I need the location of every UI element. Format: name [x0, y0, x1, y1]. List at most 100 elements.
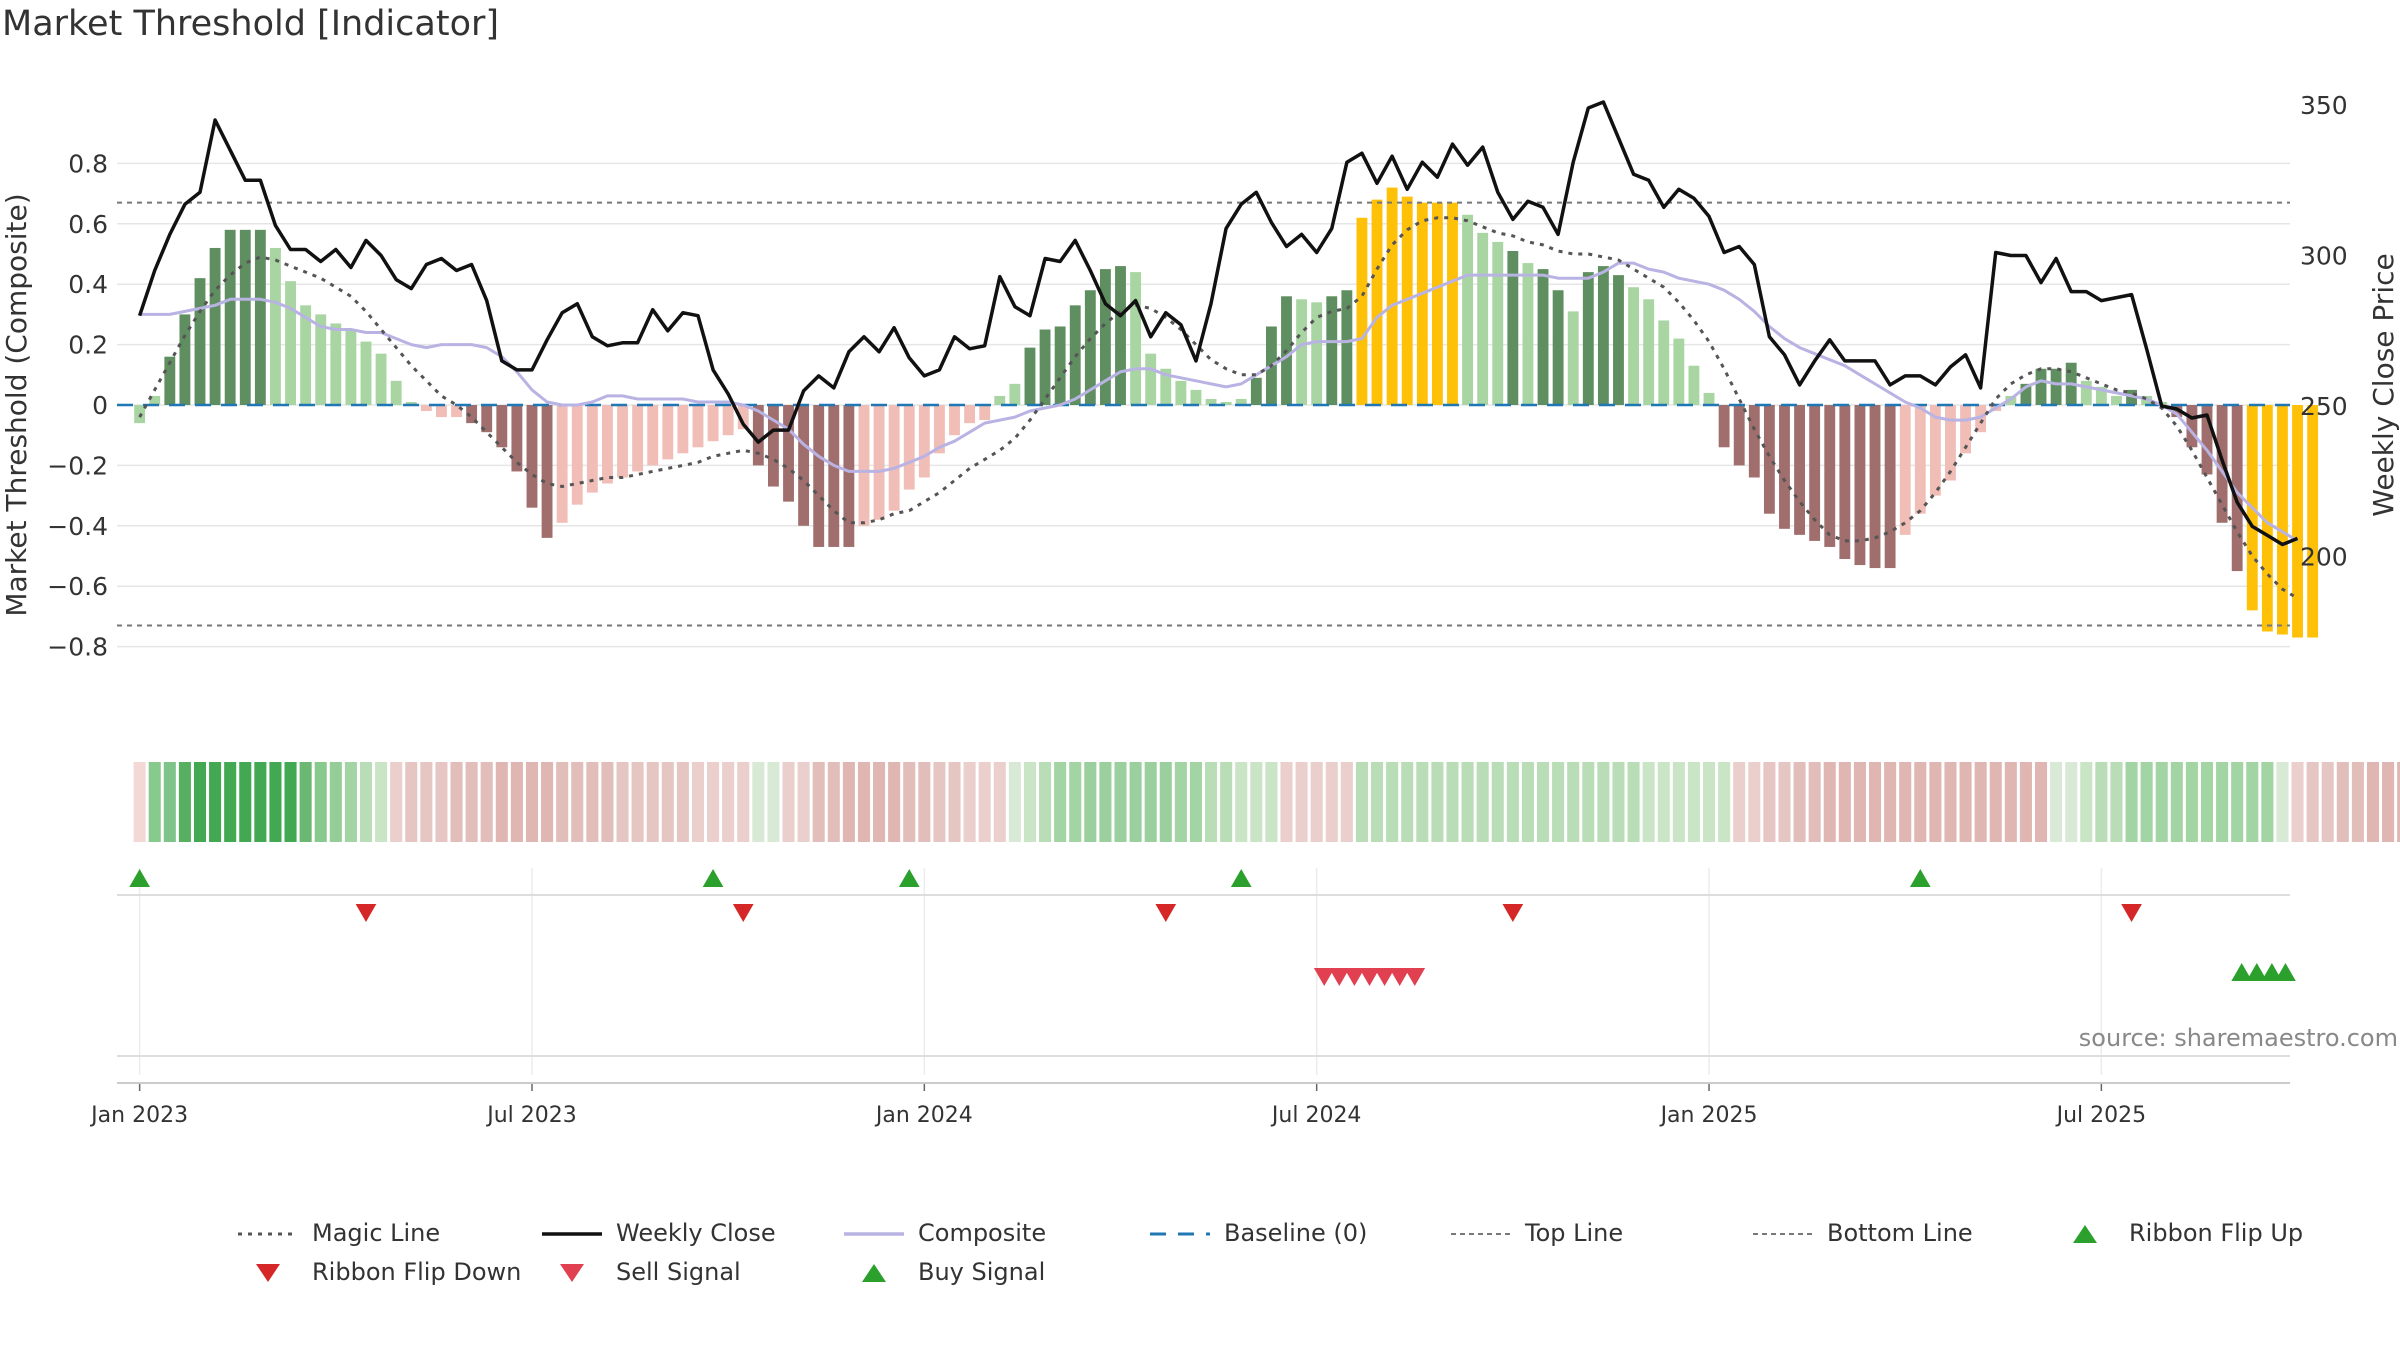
legend-symbol — [238, 1232, 298, 1236]
composite-bar — [1613, 275, 1624, 405]
ribbon-flip-up-marker — [702, 869, 724, 887]
ribbon-cell — [571, 762, 584, 842]
ribbon-cell — [465, 762, 478, 842]
ribbon-cell — [1718, 762, 1731, 842]
y-tick-label: −0.2 — [47, 451, 108, 480]
ribbon-cell — [541, 762, 554, 842]
composite-bar — [1416, 202, 1428, 405]
ribbon-cell — [1280, 762, 1293, 842]
sell-signal-marker — [1328, 968, 1350, 986]
ribbon-cell — [239, 762, 252, 842]
ribbon-cell — [767, 762, 780, 842]
ribbon-cell — [314, 762, 327, 842]
ribbon-cell — [993, 762, 1006, 842]
ribbon-cell — [842, 762, 855, 842]
ribbon-cell — [1235, 762, 1248, 842]
composite-bar — [481, 405, 493, 433]
composite-bar — [345, 329, 357, 405]
ribbon-cell — [163, 762, 176, 842]
ribbon-cell — [329, 762, 342, 842]
composite-bar — [1024, 347, 1036, 405]
ribbon-cell — [1672, 762, 1685, 842]
ribbon-flip-down-marker — [355, 904, 377, 922]
legend-item: Magic Line — [238, 1219, 440, 1247]
composite-bar — [526, 405, 538, 508]
composite-bar — [315, 314, 327, 405]
composite-bar — [1447, 202, 1458, 405]
legend-symbol — [862, 1264, 886, 1282]
composite-bar — [1869, 405, 1881, 569]
composite-bar — [2201, 405, 2213, 475]
composite-bar — [1914, 405, 1926, 514]
ribbon-cell — [1250, 762, 1263, 842]
ribbon-cell — [782, 762, 795, 842]
composite-bar — [1628, 287, 1640, 405]
ribbon-cell — [1144, 762, 1157, 842]
signal-markers — [129, 869, 2296, 986]
ribbon-flip-up-marker — [1909, 869, 1931, 887]
ribbon-flip-up-marker — [129, 869, 150, 887]
buy-signal-marker — [2261, 963, 2283, 981]
ribbon-cell — [1174, 762, 1187, 842]
ribbon-cell — [827, 762, 840, 842]
ribbon-cell — [2050, 762, 2063, 842]
composite-bar — [1597, 266, 1609, 405]
ribbon-cell — [1129, 762, 1142, 842]
composite-bar — [692, 405, 704, 448]
y-tick-label: 0.4 — [68, 270, 108, 299]
composite-bar — [1929, 405, 1941, 496]
composite-bar — [209, 247, 221, 405]
composite-bar — [602, 405, 613, 484]
composite-bar — [1311, 302, 1323, 405]
composite-bar — [903, 405, 915, 490]
legend-item: Baseline (0) — [1150, 1219, 1367, 1247]
composite-bar — [617, 405, 628, 478]
ribbon-cell — [390, 762, 403, 842]
composite-bar — [1431, 202, 1443, 405]
ribbon-cell — [737, 762, 750, 842]
ribbon-cell — [1491, 762, 1504, 842]
y2-tick-label: 200 — [2300, 543, 2348, 572]
composite-bar — [1779, 405, 1790, 529]
composite-bar — [1371, 199, 1383, 405]
y2-tick-label: 350 — [2300, 91, 2348, 120]
ribbon-flip-down-marker — [732, 904, 754, 922]
composite-bar — [722, 405, 734, 436]
composite-bar — [285, 281, 296, 405]
composite-bar — [179, 314, 191, 405]
legend-item: Weekly Close — [542, 1219, 776, 1247]
buy-signal-marker — [2231, 963, 2253, 981]
ribbon-cell — [661, 762, 674, 842]
ribbon-cell — [1431, 762, 1444, 842]
ribbon-cell — [1597, 762, 1610, 842]
legend-item: Buy Signal — [844, 1258, 1045, 1286]
composite-bar — [677, 405, 689, 454]
composite-bar — [375, 353, 387, 405]
legend-item: Composite — [844, 1219, 1046, 1247]
ribbon-cell — [209, 762, 222, 842]
composite-bar — [1658, 320, 1670, 405]
ribbon-flip-up-marker — [1230, 869, 1252, 887]
ribbon-cell — [1039, 762, 1052, 842]
composite-bar — [451, 405, 462, 418]
composite-bar — [390, 380, 402, 405]
sell-signal-marker — [1344, 968, 1365, 986]
composite-bar — [1296, 299, 1308, 405]
composite-bar — [2186, 405, 2198, 448]
ribbon-cell — [1989, 762, 2002, 842]
ribbon-cell — [1808, 762, 1821, 842]
axes: 0.8 0.6 0.4 0.2 0 −0.2 −0.4 −0.6 −0.8 350 300 250 20… — [0, 91, 2400, 1128]
ribbon-cell — [691, 762, 705, 842]
composite-bar — [270, 247, 281, 405]
composite-bar — [1552, 290, 1564, 405]
buy-signal-marker — [2275, 963, 2296, 981]
legend-label: Sell Signal — [616, 1258, 741, 1286]
composite-bar — [1130, 272, 1142, 405]
legend-label: Magic Line — [312, 1219, 441, 1247]
legend-symbol — [844, 1232, 904, 1236]
ribbon-cell — [148, 762, 161, 842]
legend-label: Weekly Close — [616, 1219, 776, 1247]
ribbon-cell — [495, 762, 508, 842]
legend-label: Buy Signal — [918, 1258, 1046, 1286]
